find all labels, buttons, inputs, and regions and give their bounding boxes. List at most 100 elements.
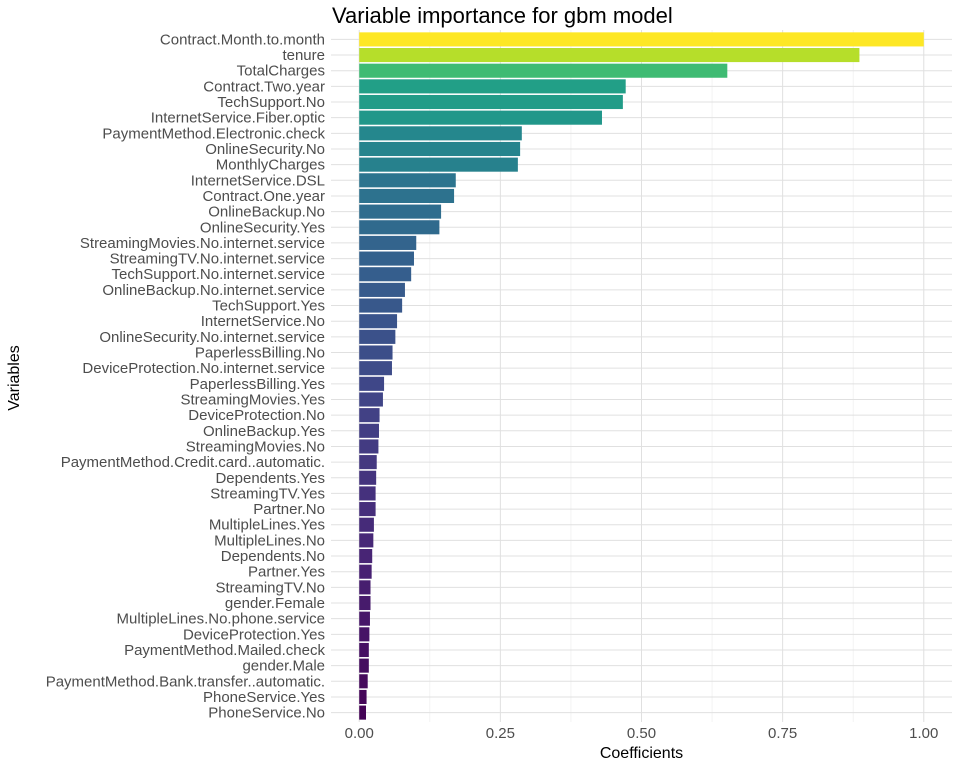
x-tick-labels: 0.00 0.25 0.50 0.75 1.00 (345, 725, 939, 742)
bar (359, 376, 385, 391)
x-tick-label: 1.00 (909, 725, 938, 742)
bar (359, 79, 626, 94)
bar (359, 595, 371, 611)
category-label: MultipleLines.Yes (209, 517, 325, 534)
category-label: StreamingMovies.No (186, 438, 325, 455)
x-tick-label: 0.75 (768, 725, 797, 742)
category-label: PaperlessBilling.Yes (190, 376, 325, 393)
category-label: PaymentMethod.Bank.transfer..automatic. (46, 673, 325, 690)
bar (359, 204, 442, 219)
bar (359, 580, 371, 595)
category-label: Contract.Two.year (203, 78, 325, 95)
bar (359, 517, 374, 532)
category-label: StreamingMovies.No.internet.service (80, 235, 325, 252)
category-label: OnlineSecurity.No (205, 141, 325, 158)
category-label: InternetService.Fiber.optic (151, 110, 326, 127)
category-label: StreamingTV.Yes (210, 485, 325, 502)
bar (359, 220, 440, 235)
bar (359, 48, 860, 63)
bar (359, 423, 379, 438)
category-label: DeviceProtection.No.internet.service (82, 360, 325, 377)
category-label: PhoneService.No (208, 705, 325, 722)
bar (359, 361, 392, 376)
x-axis-title: Coefficients (600, 745, 683, 762)
category-label: InternetService.DSL (191, 172, 325, 189)
category-label: TotalCharges (237, 63, 325, 80)
category-label: TechSupport.Yes (212, 298, 325, 315)
category-label: Partner.No (253, 501, 325, 518)
bar (359, 110, 602, 125)
category-label: Contract.One.year (202, 188, 325, 205)
category-label: MultipleLines.No.phone.service (117, 611, 325, 628)
bar (359, 314, 398, 329)
category-label: StreamingTV.No.internet.service (110, 251, 325, 268)
category-label: OnlineBackup.No (208, 204, 325, 221)
bar (359, 345, 393, 360)
bar (359, 455, 377, 470)
category-label: DeviceProtection.No (188, 407, 325, 424)
category-label: Dependents.No (221, 548, 325, 565)
category-label: Contract.Month.to.month (160, 31, 325, 48)
category-label: tenure (282, 47, 325, 64)
category-label: OnlineBackup.No.internet.service (102, 282, 325, 299)
bar (359, 282, 405, 297)
bar (359, 533, 374, 548)
category-label: gender.Female (225, 595, 325, 612)
category-label: Partner.Yes (248, 564, 325, 581)
category-labels: Contract.Month.to.monthtenureTotalCharge… (46, 31, 326, 721)
bar (359, 439, 379, 454)
category-label: OnlineSecurity.No.internet.service (99, 329, 325, 346)
category-label: DeviceProtection.Yes (183, 626, 325, 643)
bar (359, 611, 370, 626)
bar (359, 141, 521, 157)
category-label: PaymentMethod.Electronic.check (102, 125, 325, 142)
category-label: PaperlessBilling.No (195, 345, 325, 362)
category-label: PaymentMethod.Credit.card..automatic. (61, 454, 325, 471)
bar (359, 392, 383, 407)
x-tick-label: 0.50 (627, 725, 656, 742)
category-label: PhoneService.Yes (203, 689, 325, 706)
category-label: OnlineSecurity.Yes (200, 219, 325, 236)
category-label: InternetService.No (201, 313, 325, 330)
bar (359, 705, 367, 720)
bar (359, 63, 728, 78)
bar (359, 329, 396, 344)
bar (359, 408, 380, 423)
bar (359, 157, 518, 172)
category-label: gender.Male (242, 658, 325, 675)
bar (359, 32, 924, 47)
bar (359, 173, 456, 188)
x-tick-label: 0.00 (345, 725, 374, 742)
bar (359, 502, 376, 517)
chart-title: Variable importance for gbm model (332, 3, 673, 28)
bar (359, 298, 403, 313)
category-label: StreamingTV.No (216, 579, 326, 596)
bars (359, 32, 924, 720)
category-label: TechSupport.No (217, 94, 325, 111)
bar (359, 564, 372, 579)
bar (359, 188, 455, 203)
bar (359, 549, 373, 564)
category-label: MonthlyCharges (216, 157, 325, 174)
bar (359, 674, 368, 689)
bar (359, 627, 370, 642)
category-label: TechSupport.No.internet.service (112, 266, 325, 283)
bar (359, 267, 412, 282)
category-label: OnlineBackup.Yes (203, 423, 325, 440)
bar (359, 126, 522, 141)
y-axis-title: Variables (6, 345, 23, 411)
x-tick-label: 0.25 (486, 725, 515, 742)
bar (359, 658, 369, 673)
bar (359, 251, 414, 266)
bar (359, 642, 369, 658)
bar (359, 94, 623, 110)
bar (359, 486, 376, 501)
category-label: Dependents.Yes (215, 470, 325, 487)
bar (359, 689, 367, 704)
bar (359, 470, 377, 485)
bar (359, 235, 417, 250)
category-label: MultipleLines.No (214, 532, 325, 549)
category-label: PaymentMethod.Mailed.check (124, 642, 325, 659)
category-label: StreamingMovies.Yes (180, 391, 325, 408)
